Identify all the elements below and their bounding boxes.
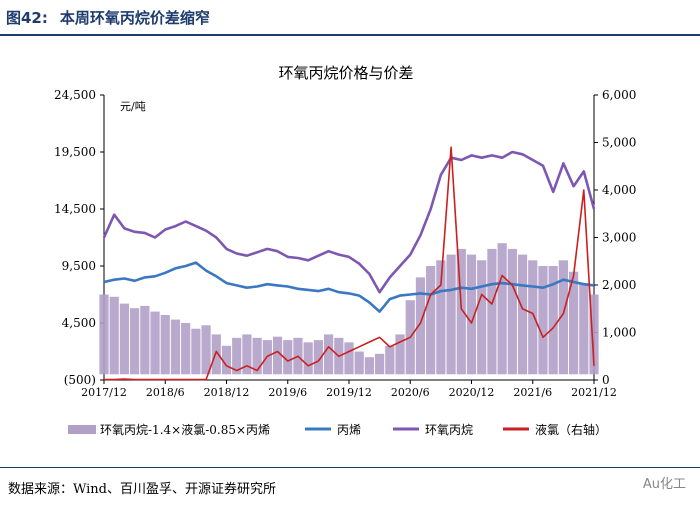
spread-bar: [211, 334, 221, 375]
spread-bar: [507, 248, 517, 375]
plot-area: (500) 4,500 9,500 14,500 19,500 24,500 0 1,000 2…: [54, 88, 636, 437]
x-tick-label: 2021/6: [513, 386, 552, 399]
right-tick-label: 0: [602, 373, 610, 387]
left-tick-label: 4,500: [62, 316, 96, 330]
spread-bar: [579, 283, 589, 375]
x-tick-label: 2020/6: [391, 386, 430, 399]
x-tick-label: 2018/6: [146, 386, 185, 399]
title-rule: [0, 34, 700, 36]
x-tick-label: 2019/6: [268, 386, 307, 399]
spread-bar: [528, 260, 538, 375]
spread-bar: [477, 260, 487, 375]
watermark: Au化工: [642, 477, 686, 492]
spread-bar: [436, 260, 446, 375]
left-tick-label: 9,500: [62, 259, 96, 273]
spread-bar: [558, 260, 568, 375]
spread-bar: [109, 296, 119, 375]
spread-bar: [487, 248, 497, 375]
spread-bar: [548, 266, 558, 375]
source-rule: [0, 467, 700, 468]
right-tick-label: 2,000: [602, 278, 636, 292]
spread-bar: [538, 266, 548, 375]
po-price-line: [102, 150, 596, 294]
legend-spread-swatch: [68, 425, 96, 434]
legend-spread-label: 环氧丙烷-1.4×液氯-0.85×丙烯: [100, 422, 270, 437]
x-tick-label: 2017/12: [81, 386, 127, 399]
spread-bar: [303, 342, 313, 375]
right-tick-label: 5,000: [602, 136, 636, 150]
spread-bar: [385, 345, 395, 375]
x-tick-label: 2018/12: [204, 386, 250, 399]
spread-bar: [99, 294, 109, 375]
spread-bar: [242, 334, 252, 375]
figure-title-text: 本周环氧丙烷价差缩窄: [59, 8, 210, 27]
right-tick-label: 3,000: [602, 231, 636, 245]
left-tick-label: 24,500: [54, 88, 96, 102]
x-tick-label: 2019/12: [326, 386, 372, 399]
spread-bar: [140, 305, 150, 375]
left-tick-label: (500): [64, 373, 96, 387]
spread-bar: [375, 353, 385, 375]
spread-bar: [170, 319, 181, 375]
right-tick-label: 6,000: [602, 88, 636, 102]
spread-bar: [517, 254, 528, 375]
spread-bar: [497, 243, 507, 375]
left-axis-unit: 元/吨: [120, 100, 146, 113]
spread-bar: [426, 266, 436, 375]
spread-bar: [364, 357, 375, 375]
spread-bar: [119, 303, 130, 375]
x-tick-label: 2021/12: [571, 386, 617, 399]
spread-bar: [354, 351, 364, 375]
liquid-chlorine-line: [104, 146, 595, 381]
spread-bar: [323, 334, 334, 375]
spread-bar: [568, 271, 579, 375]
spread-bar: [456, 248, 466, 375]
spread-bar: [130, 308, 140, 375]
spread-bar: [395, 334, 405, 375]
spread-bar: [191, 328, 201, 375]
source-note: 数据来源：Wind、百川盈孚、开源证券研究所: [8, 482, 276, 497]
left-tick-label: 14,500: [54, 202, 96, 216]
right-tick-label: 4,000: [602, 183, 636, 197]
spread-bar: [415, 277, 426, 375]
spread-bar: [313, 340, 323, 375]
spread-bar: [252, 337, 262, 375]
x-tick-label: 2020/12: [449, 386, 495, 399]
spread-bar: [221, 345, 232, 375]
chart-title: 环氧丙烷价格与价差: [278, 64, 413, 82]
legend-propylene-label: 丙烯: [337, 423, 361, 437]
legend-chlorine-label: 液氯（右轴）: [535, 422, 607, 437]
left-tick-label: 19,500: [54, 145, 96, 159]
chart: 环氧丙烷价格与价差 元/吨 (500) 4,500 9,500 14,500 19,50…: [54, 64, 636, 437]
spread-bar: [150, 311, 160, 375]
spread-bar: [589, 294, 599, 375]
spread-bar: [283, 340, 293, 375]
spread-bar: [446, 254, 456, 375]
spread-bar: [181, 323, 191, 375]
spread-bar: [344, 342, 354, 375]
legend-po-label: 环氧丙烷: [425, 423, 473, 437]
spread-bar: [201, 325, 211, 375]
figure-title: 图42: 本周环氧丙烷价差缩窄: [0, 0, 700, 34]
figure-number: 图42:: [6, 8, 48, 27]
spread-bar: [466, 254, 477, 375]
right-tick-label: 1,000: [602, 326, 636, 340]
spread-bar: [272, 336, 283, 375]
spread-bar: [232, 337, 242, 375]
spread-bar: [160, 315, 170, 375]
